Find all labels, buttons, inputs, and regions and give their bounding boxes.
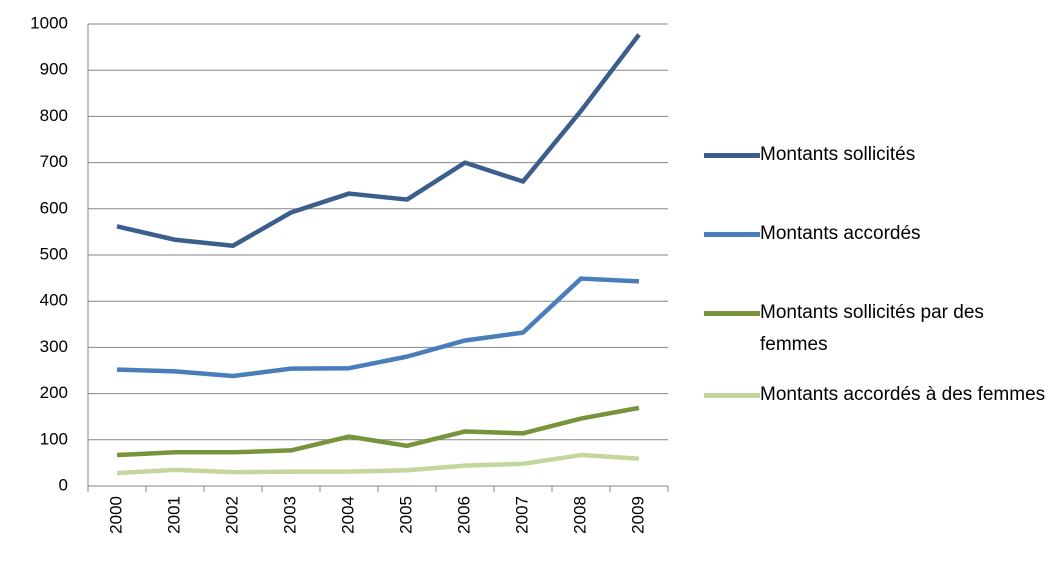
y-tick-label: 700 (40, 152, 68, 171)
x-tick-label: 2001 (164, 496, 183, 534)
legend-label: Montants sollicités par des femmes (760, 302, 984, 355)
y-tick-label: 500 (40, 244, 68, 263)
series-line (116, 276, 640, 379)
legend-swatch (704, 232, 760, 237)
y-tick-label: 300 (40, 337, 68, 356)
x-tick-label: 2004 (338, 496, 357, 534)
legend-item: Montants accordés à des femmes (704, 383, 1050, 411)
x-tick-label: 2003 (280, 496, 299, 534)
legend-item: Montants sollicités par des femmes (704, 301, 1050, 361)
y-tick-label: 200 (40, 383, 68, 402)
y-tick-label: 1000 (30, 13, 68, 32)
x-tick-label: 2009 (628, 496, 647, 534)
x-tick-label: 2007 (512, 496, 531, 534)
y-tick-label: 600 (40, 198, 68, 217)
series-line (116, 452, 640, 476)
legend-label: Montants accordés à des femmes (760, 384, 1046, 405)
y-tick-label: 100 (40, 429, 68, 448)
series-line (116, 405, 640, 458)
series-line (116, 33, 641, 249)
y-tick-label: 0 (59, 475, 68, 494)
y-tick-label: 400 (40, 291, 68, 310)
legend-swatch (704, 311, 760, 316)
y-tick-label: 800 (40, 106, 68, 125)
y-tick-label: 900 (40, 60, 68, 79)
x-tick-label: 2002 (222, 496, 241, 534)
legend-label: Montants accordés (760, 223, 921, 244)
legend-swatch (704, 153, 760, 158)
legend-item: Montants accordés (704, 222, 1050, 250)
x-tick-label: 2006 (454, 496, 473, 534)
x-tick-label: 2008 (570, 496, 589, 534)
legend-item: Montants sollicités (704, 143, 1050, 171)
x-tick-label: 2005 (396, 496, 415, 534)
legend-swatch (704, 393, 760, 398)
legend-label: Montants sollicités (760, 144, 916, 165)
x-tick-label: 2000 (106, 496, 125, 534)
